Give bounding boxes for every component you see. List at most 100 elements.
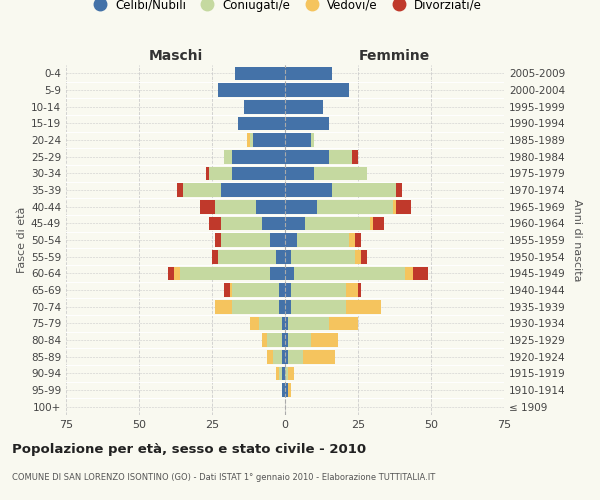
Bar (268, 350, 274, 364)
Bar (302, 350, 335, 364)
Bar (288, 316, 329, 330)
Bar (355, 250, 361, 264)
Bar (218, 250, 276, 264)
Bar (224, 150, 232, 164)
Bar (285, 83, 349, 97)
Bar (250, 316, 259, 330)
Bar (288, 333, 311, 347)
Bar (271, 266, 285, 280)
Bar (285, 383, 288, 397)
Bar (279, 283, 285, 297)
Bar (285, 166, 314, 180)
Bar (224, 283, 230, 297)
Bar (232, 150, 285, 164)
Bar (285, 233, 296, 247)
Bar (209, 166, 232, 180)
Bar (285, 183, 332, 197)
Bar (285, 316, 288, 330)
Bar (215, 300, 232, 314)
Legend: Celibi/Nubili, Coniugati/e, Vedovi/e, Divorziati/e: Celibi/Nubili, Coniugati/e, Vedovi/e, Di… (83, 0, 487, 16)
Bar (311, 333, 338, 347)
Bar (291, 250, 355, 264)
Bar (271, 233, 285, 247)
Bar (346, 300, 382, 314)
Bar (215, 233, 221, 247)
Bar (250, 133, 253, 147)
Bar (262, 216, 285, 230)
Bar (291, 283, 346, 297)
Bar (282, 333, 285, 347)
Text: Maschi: Maschi (148, 48, 203, 62)
Bar (221, 183, 285, 197)
Bar (256, 200, 285, 213)
Bar (285, 283, 291, 297)
Bar (282, 350, 285, 364)
Bar (276, 250, 285, 264)
Bar (285, 150, 329, 164)
Bar (285, 216, 305, 230)
Bar (279, 300, 285, 314)
Bar (329, 316, 358, 330)
Text: COMUNE DI SAN LORENZO ISONTINO (GO) - Dati ISTAT 1° gennaio 2010 - Elaborazione : COMUNE DI SAN LORENZO ISONTINO (GO) - Da… (12, 473, 435, 482)
Bar (285, 300, 291, 314)
Bar (355, 233, 361, 247)
Y-axis label: Anni di nascita: Anni di nascita (572, 198, 582, 281)
Bar (329, 150, 352, 164)
Bar (291, 300, 346, 314)
Bar (285, 266, 294, 280)
Bar (285, 66, 332, 80)
Bar (215, 200, 256, 213)
Bar (268, 333, 282, 347)
Bar (396, 200, 410, 213)
Bar (285, 250, 291, 264)
Bar (180, 266, 271, 280)
Bar (282, 366, 285, 380)
Bar (285, 116, 329, 130)
Bar (288, 350, 302, 364)
Bar (259, 316, 282, 330)
Bar (285, 350, 288, 364)
Bar (285, 100, 323, 114)
Bar (262, 333, 268, 347)
Bar (332, 183, 396, 197)
Bar (296, 233, 349, 247)
Bar (253, 133, 285, 147)
Bar (352, 150, 358, 164)
Bar (317, 200, 393, 213)
Bar (294, 266, 405, 280)
Bar (361, 250, 367, 264)
Bar (358, 283, 361, 297)
Bar (177, 183, 183, 197)
Bar (314, 166, 367, 180)
Bar (221, 216, 262, 230)
Bar (244, 100, 285, 114)
Bar (282, 316, 285, 330)
Bar (305, 216, 370, 230)
Bar (373, 216, 384, 230)
Bar (183, 183, 221, 197)
Bar (282, 383, 285, 397)
Bar (311, 133, 314, 147)
Bar (174, 266, 180, 280)
Bar (276, 366, 279, 380)
Bar (206, 166, 209, 180)
Bar (200, 200, 215, 213)
Bar (349, 233, 355, 247)
Bar (405, 266, 413, 280)
Bar (221, 233, 271, 247)
Bar (285, 200, 317, 213)
Bar (288, 383, 291, 397)
Bar (396, 183, 402, 197)
Bar (232, 283, 279, 297)
Bar (393, 200, 396, 213)
Bar (230, 283, 232, 297)
Bar (238, 116, 285, 130)
Bar (232, 166, 285, 180)
Bar (285, 133, 311, 147)
Bar (232, 300, 279, 314)
Bar (168, 266, 174, 280)
Bar (346, 283, 358, 297)
Y-axis label: Fasce di età: Fasce di età (17, 207, 27, 273)
Bar (279, 366, 282, 380)
Bar (212, 250, 218, 264)
